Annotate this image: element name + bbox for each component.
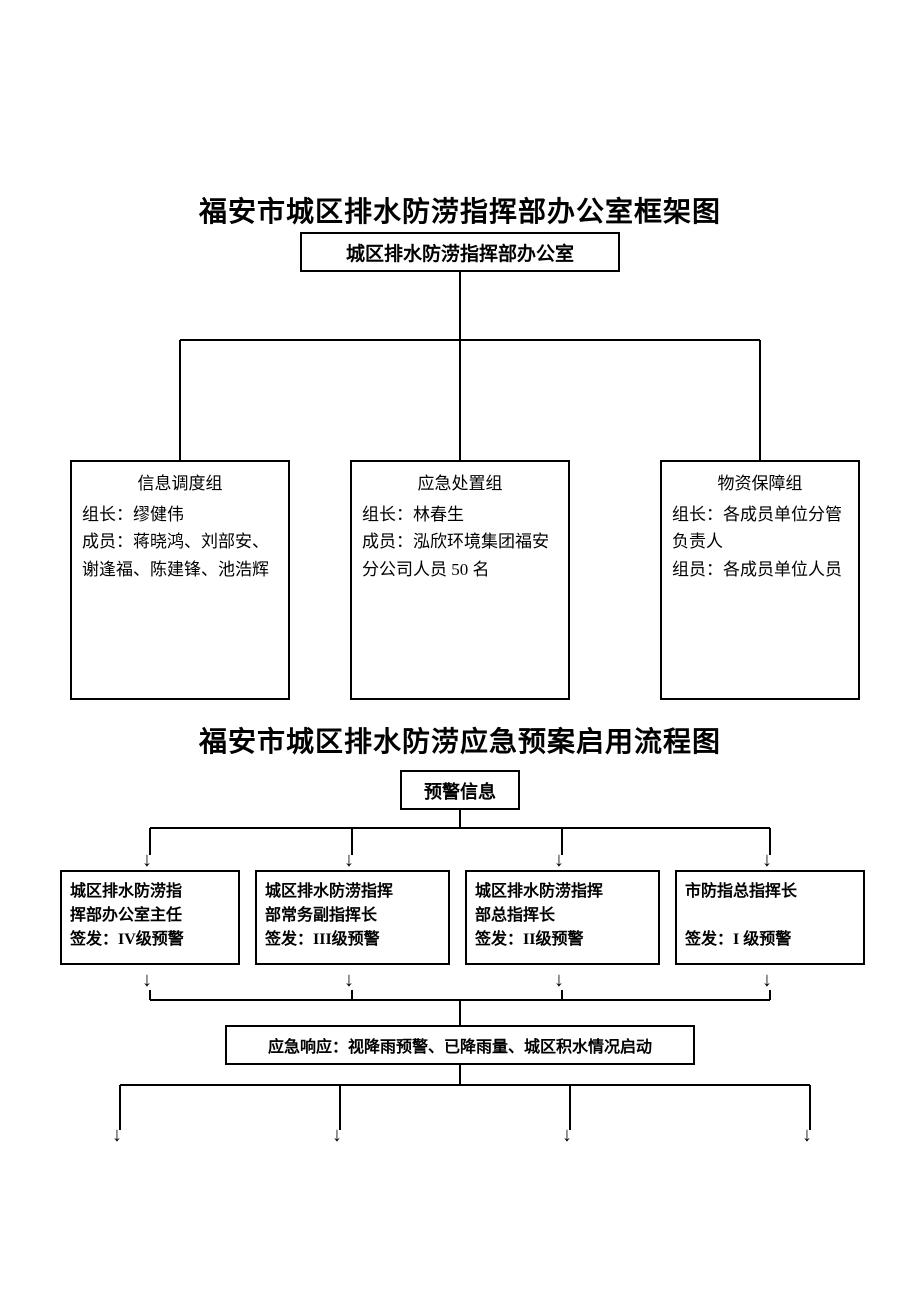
leader-label: 组长： bbox=[82, 505, 133, 524]
level-line: 部总指挥长 bbox=[475, 904, 650, 928]
level-line: 签发：I 级预警 bbox=[685, 928, 855, 952]
level-line: 城区排水防涝指 bbox=[70, 880, 230, 904]
org-group-box-2: 应急处置组 组长：林春生 成员：泓欣环境集团福安分公司人员 50 名 bbox=[350, 460, 570, 700]
arrow-down-icon: ↓ bbox=[762, 850, 772, 870]
flow-chart-title: 福安市城区排水防涝应急预案启用流程图 bbox=[0, 720, 920, 760]
warning-label: 预警信息 bbox=[424, 782, 496, 802]
response-box: 应急响应：视降雨预警、已降雨量、城区积水情况启动 bbox=[225, 1025, 695, 1065]
arrow-down-icon: ↓ bbox=[554, 970, 564, 990]
org-chart-title: 福安市城区排水防涝指挥部办公室框架图 bbox=[0, 190, 920, 230]
level-box-4: 市防指总指挥长 签发：I 级预警 bbox=[675, 870, 865, 965]
warning-box: 预警信息 bbox=[400, 770, 520, 810]
response-label: 应急响应：视降雨预警、已降雨量、城区积水情况启动 bbox=[268, 1039, 652, 1056]
leader-label: 组长： bbox=[362, 505, 413, 524]
arrow-down-icon: ↓ bbox=[554, 850, 564, 870]
level-line: 部常务副指挥长 bbox=[265, 904, 440, 928]
arrow-down-icon: ↓ bbox=[142, 970, 152, 990]
level-line: 城区排水防涝指挥 bbox=[265, 880, 440, 904]
arrow-down-icon: ↓ bbox=[762, 970, 772, 990]
group-name: 信息调度组 bbox=[138, 474, 223, 493]
arrow-down-icon: ↓ bbox=[142, 850, 152, 870]
leader-name: 缪健伟 bbox=[133, 505, 184, 524]
arrow-down-icon: ↓ bbox=[344, 970, 354, 990]
level-line: 城区排水防涝指挥 bbox=[475, 880, 650, 904]
level-line: 市防指总指挥长 bbox=[685, 880, 855, 904]
leader-name: 林春生 bbox=[413, 505, 464, 524]
org-group-box-1: 信息调度组 组长：缪健伟 成员：蒋晓鸿、刘部安、谢逢福、陈建锋、池浩辉 bbox=[70, 460, 290, 700]
members-label: 成员： bbox=[82, 532, 133, 551]
level-line: 挥部办公室主任 bbox=[70, 904, 230, 928]
org-root-label: 城区排水防涝指挥部办公室 bbox=[346, 244, 574, 265]
group-name: 应急处置组 bbox=[418, 474, 503, 493]
org-group-box-3: 物资保障组 组长：各成员单位分管负责人 组员：各成员单位人员 bbox=[660, 460, 860, 700]
members-list: 各成员单位人员 bbox=[723, 560, 842, 579]
level-box-3: 城区排水防涝指挥 部总指挥长 签发：II级预警 bbox=[465, 870, 660, 965]
arrow-down-icon: ↓ bbox=[802, 1125, 812, 1145]
level-line: 签发：III级预警 bbox=[265, 928, 440, 952]
level-box-1: 城区排水防涝指 挥部办公室主任 签发：IV级预警 bbox=[60, 870, 240, 965]
arrow-down-icon: ↓ bbox=[344, 850, 354, 870]
arrow-down-icon: ↓ bbox=[562, 1125, 572, 1145]
level-line bbox=[685, 904, 855, 928]
members-label: 成员： bbox=[362, 532, 413, 551]
group-name: 物资保障组 bbox=[718, 474, 803, 493]
level-box-2: 城区排水防涝指挥 部常务副指挥长 签发：III级预警 bbox=[255, 870, 450, 965]
leader-label: 组长： bbox=[672, 505, 723, 524]
level-line: 签发：IV级预警 bbox=[70, 928, 230, 952]
org-root-box: 城区排水防涝指挥部办公室 bbox=[300, 232, 620, 272]
arrow-down-icon: ↓ bbox=[112, 1125, 122, 1145]
members-label: 组员： bbox=[672, 560, 723, 579]
level-line: 签发：II级预警 bbox=[475, 928, 650, 952]
arrow-down-icon: ↓ bbox=[332, 1125, 342, 1145]
